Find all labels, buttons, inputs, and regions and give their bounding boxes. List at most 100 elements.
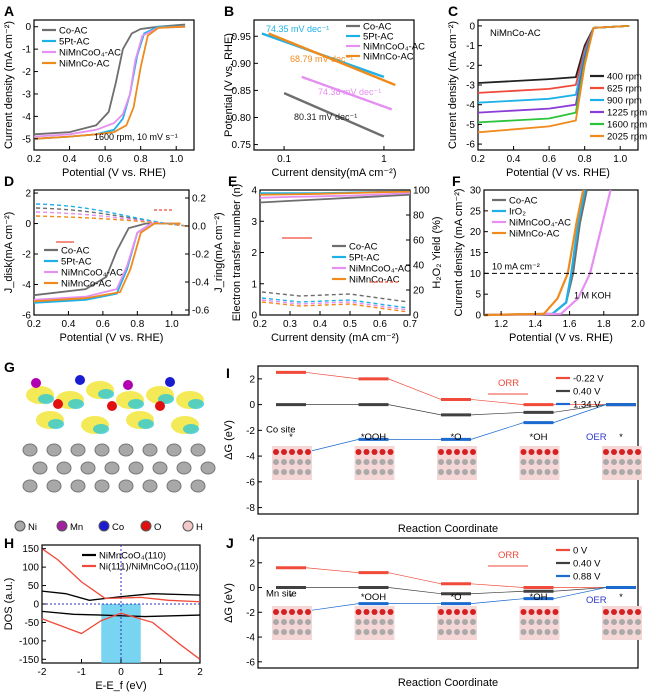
isosurface-cyan	[188, 399, 204, 409]
slab-atom	[627, 449, 633, 455]
slab-atom	[438, 459, 444, 465]
I-connector	[470, 422, 524, 440]
slab-atom	[627, 619, 633, 625]
slab-atom	[438, 449, 444, 455]
slab-atom	[379, 469, 386, 475]
slab-atom	[297, 609, 303, 615]
y-tick-label: 0	[25, 219, 31, 230]
slab-atom	[552, 609, 559, 615]
slab-atom	[462, 619, 468, 625]
E-h2o2-yield-0	[261, 291, 409, 303]
y-tick-label: -6	[246, 657, 255, 668]
slab-atom	[462, 459, 468, 465]
legend-label: NiMnCoO₄(110)	[99, 551, 166, 562]
slab-atom	[552, 469, 559, 475]
B-series-Co-AC	[283, 91, 385, 138]
J-connector	[553, 587, 607, 600]
y-tick-label: -1	[466, 41, 475, 52]
B-tafel-slope: 80.31 mV dec⁻¹	[294, 112, 357, 122]
B-tafel-slope: 74.35 mV dec⁻¹	[266, 24, 329, 34]
legend-label: 1600 rpm	[607, 120, 647, 131]
J-connector	[388, 572, 442, 585]
slab-atom	[470, 629, 476, 635]
legend-label: NiMnCoO₄-AC	[59, 48, 121, 59]
panel-letter-H: H	[4, 535, 14, 551]
slab-atom	[371, 449, 378, 455]
ni-atom	[46, 479, 62, 493]
slab-atom	[289, 469, 295, 475]
atom	[165, 377, 175, 387]
panel-letter-E: E	[228, 173, 237, 189]
E-h2o2-yield-3	[261, 301, 409, 313]
slab-atom	[454, 469, 460, 475]
y-tick-label: -2	[466, 61, 475, 72]
I-state-label: *	[289, 432, 293, 443]
slab-atom	[297, 449, 303, 455]
slab-atom	[273, 449, 279, 455]
D-axes-frame	[33, 189, 190, 316]
y-tick-label: -8	[246, 503, 255, 514]
slab-atom	[355, 469, 362, 475]
ni-atom	[56, 461, 72, 475]
H-series-NiMnCoO4-down	[41, 610, 201, 618]
isosurface-cyan	[128, 399, 144, 409]
slab-atom	[289, 619, 295, 625]
x-tick-label: 0	[118, 667, 124, 678]
x-tick-label: 0.1	[277, 154, 291, 165]
y-tick-label: -6	[466, 140, 475, 151]
I-connector	[553, 404, 607, 423]
ni-atom	[176, 461, 192, 475]
slab-atom	[273, 609, 279, 615]
y-tick-label: 25	[470, 206, 482, 217]
y2-tick-label: -0.6	[192, 306, 210, 317]
x-tick-label: 1.6	[563, 319, 577, 330]
G-legend-atom	[182, 520, 194, 532]
slab-atom	[281, 449, 287, 455]
slab-atom	[379, 449, 386, 455]
slab-atom	[536, 619, 543, 625]
slab-atom	[446, 619, 452, 625]
x-tick-label: 0.5	[343, 319, 357, 330]
panel-letter-I: I	[226, 365, 230, 381]
slab-atom	[273, 469, 279, 475]
slab-atom	[544, 469, 551, 475]
slab-atom	[387, 629, 394, 635]
slab-atom	[387, 609, 394, 615]
ni-atom	[118, 479, 134, 493]
slab-atom	[635, 449, 641, 455]
atom	[31, 378, 41, 388]
ni-atom	[190, 479, 206, 493]
slab-atom	[297, 459, 303, 465]
slab-atom	[281, 469, 287, 475]
ni-atom	[32, 461, 48, 475]
B-series-NiMnCo-AC	[268, 32, 396, 87]
x-tick-label: 0.2	[27, 154, 41, 165]
slab-atom	[462, 469, 468, 475]
y-axis-label: Current density (mA cm⁻²)	[447, 21, 459, 149]
slab-atom	[627, 609, 633, 615]
slab-atom	[289, 459, 295, 465]
I-connector	[470, 411, 524, 416]
D-ring-current-3	[35, 215, 188, 227]
y-tick-label: 0.85	[232, 86, 252, 97]
panel-letter-G: G	[4, 359, 15, 375]
I-axes-frame	[257, 365, 639, 515]
H-series-Ni111	[41, 548, 201, 603]
isosurface-cyan	[138, 419, 154, 429]
legend-label: NiMnCo-AC	[349, 275, 400, 286]
y-tick-label: -4	[466, 100, 475, 111]
slab-atom	[289, 629, 295, 635]
legend-label: 5Pt-AC	[363, 32, 394, 43]
slab-atom	[305, 619, 311, 625]
isosurface-cyan	[93, 424, 109, 434]
slab-atom	[454, 629, 460, 635]
G-legend-atom	[14, 520, 26, 532]
I-connector	[305, 439, 359, 453]
atom	[75, 375, 85, 385]
A-series-Co-AC	[33, 23, 186, 136]
panel-letter-J: J	[226, 535, 234, 551]
slab-atom	[611, 459, 617, 465]
y-tick-label: -2	[22, 67, 31, 78]
legend-label: NiMnCoO₄-AC	[363, 42, 425, 53]
ni-atom	[166, 443, 182, 457]
